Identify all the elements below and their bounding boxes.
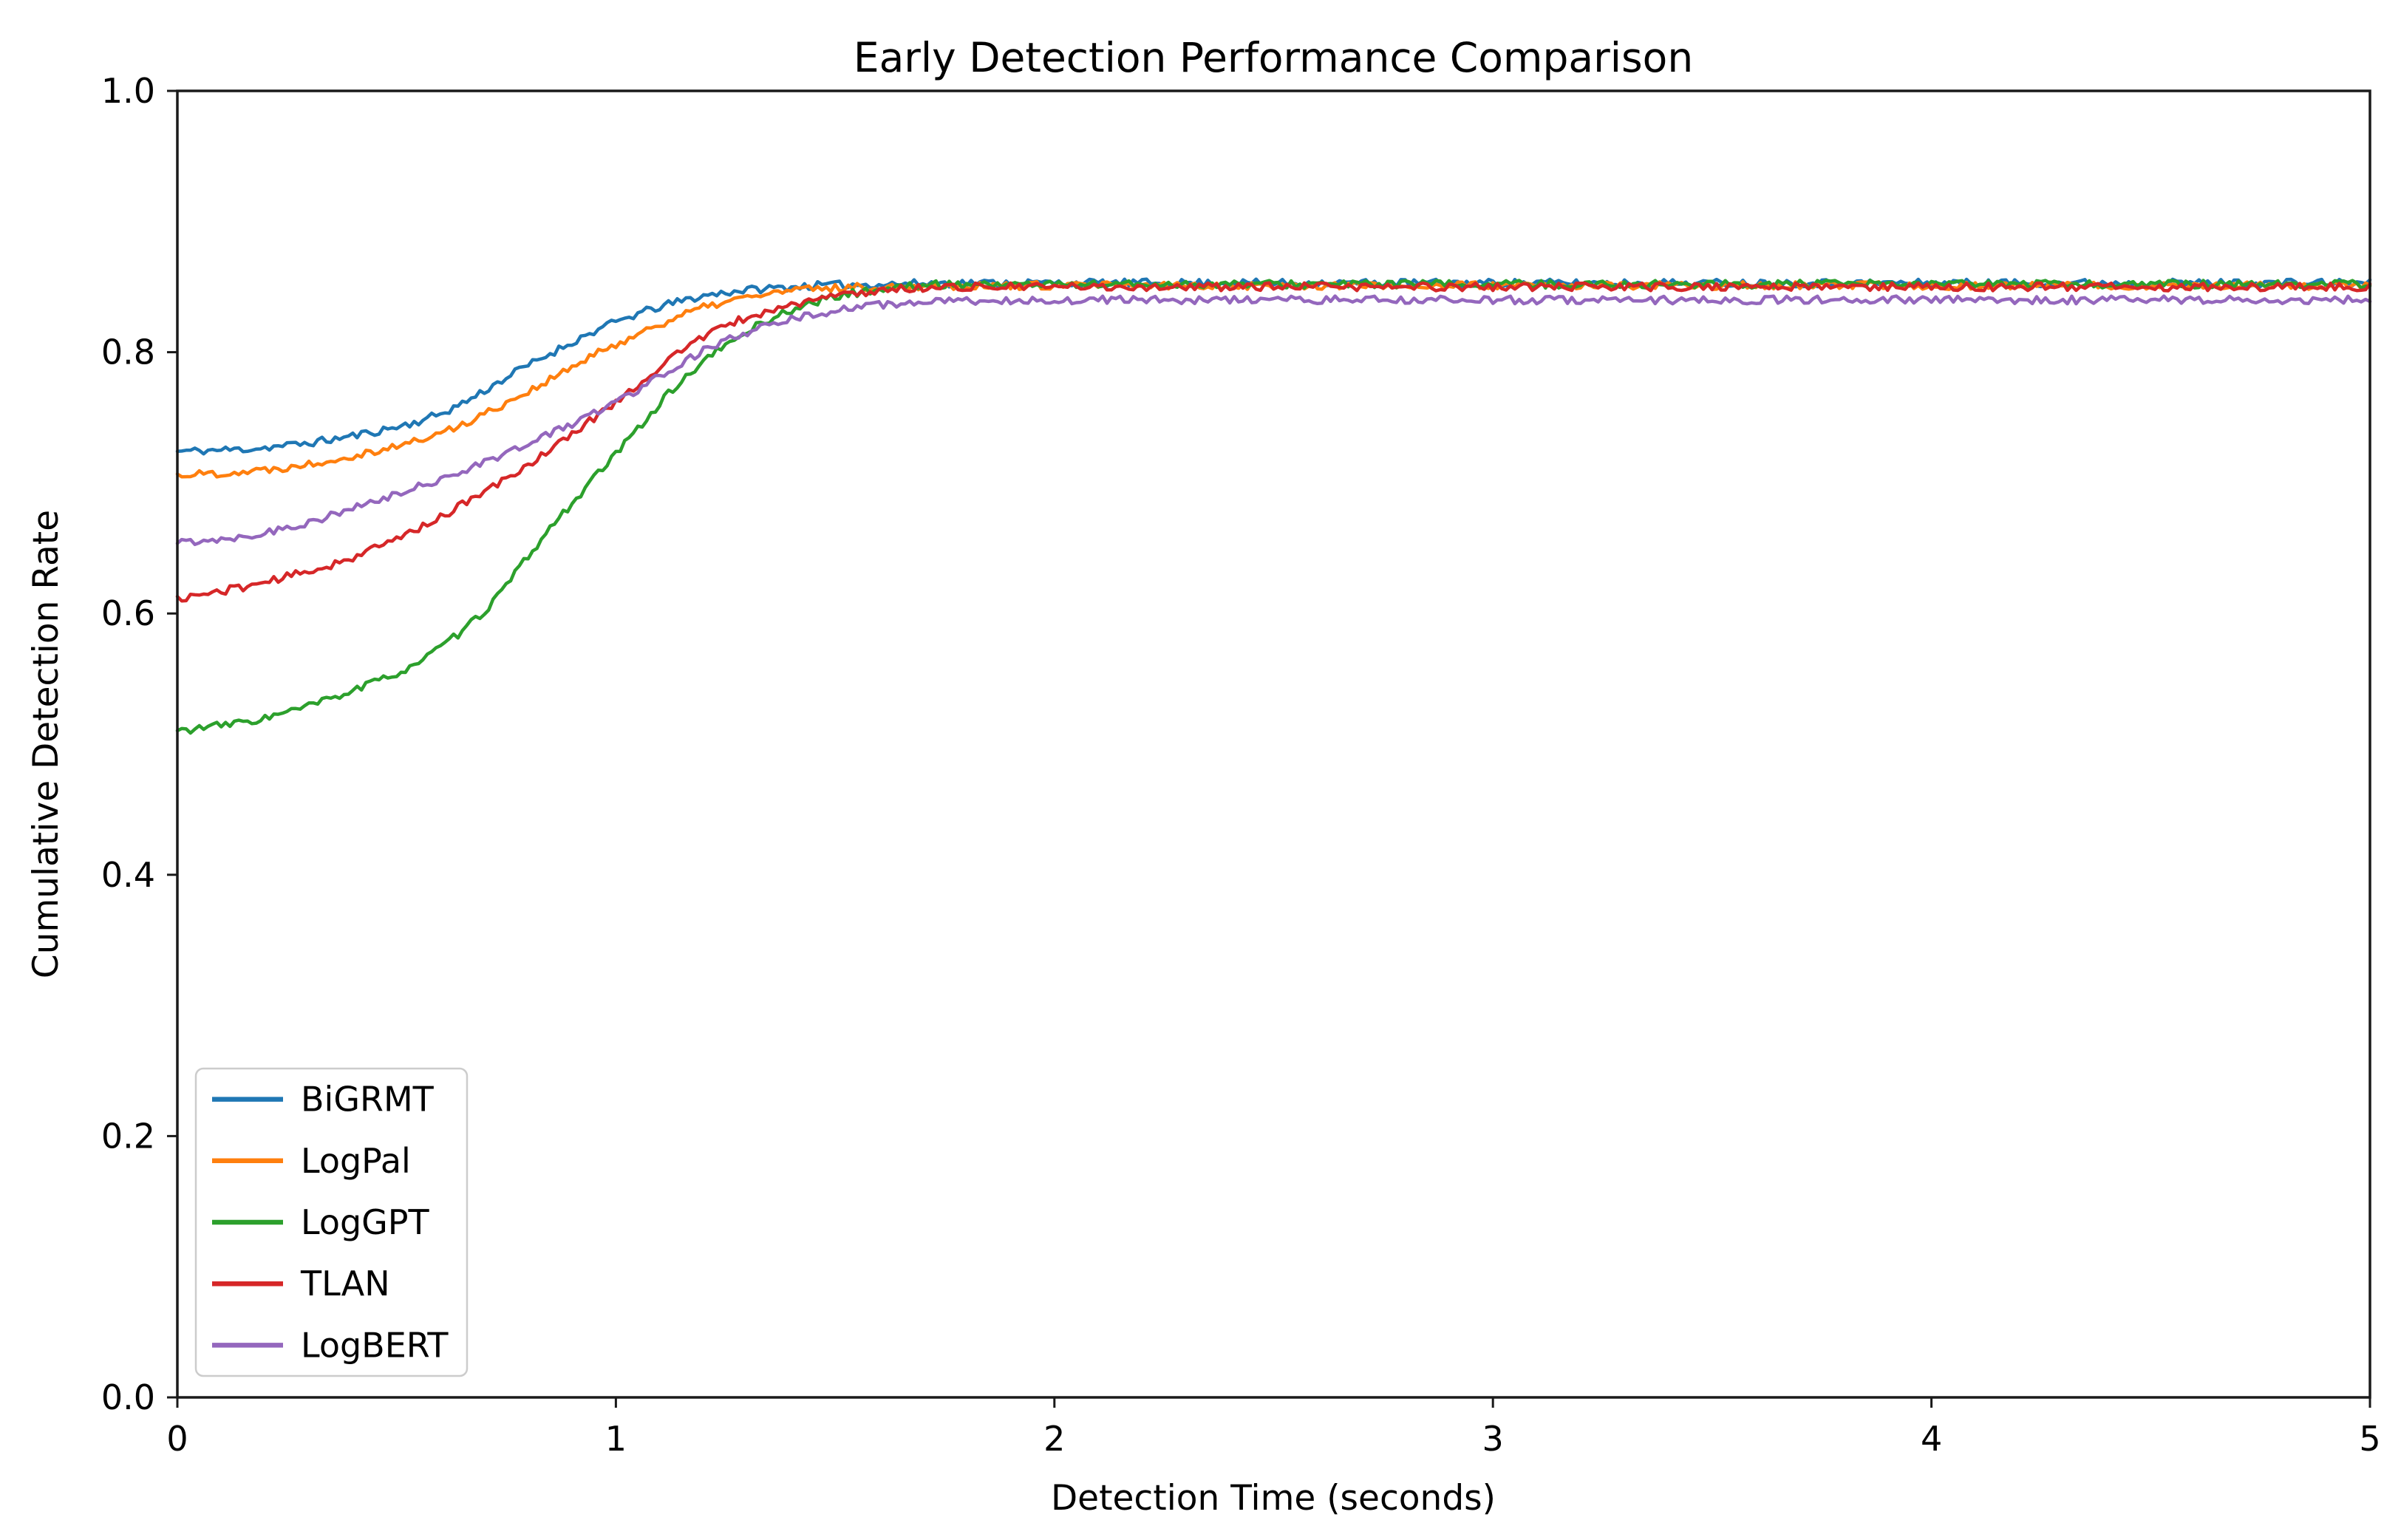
x-tick-label: 1	[605, 1419, 627, 1459]
legend-label-bigrmt: BiGRMT	[301, 1080, 435, 1120]
y-tick-label: 0.6	[101, 593, 155, 633]
x-tick-label: 2	[1043, 1419, 1065, 1459]
series-line-logbert	[175, 294, 2372, 547]
y-axis-label: Cumulative Detection Rate	[26, 510, 67, 978]
plot-border	[176, 89, 2371, 1399]
legend-label-tlan: TLAN	[300, 1264, 390, 1304]
legend-label-logbert: LogBERT	[301, 1325, 449, 1365]
legend: BiGRMT LogPal LogGPT TLAN LogBERT	[194, 1067, 469, 1377]
legend-label-loggpt: LogGPT	[301, 1202, 430, 1242]
x-axis-ticks: 0 1 2 3 4 5	[166, 1397, 2381, 1459]
y-tick-label: 0.8	[101, 333, 155, 372]
legend-frame	[194, 1067, 469, 1377]
y-tick-label: 1.0	[101, 71, 155, 111]
legend-label-logpal: LogPal	[301, 1141, 411, 1181]
x-tick-label: 3	[1482, 1419, 1504, 1459]
series-lines	[175, 277, 2372, 735]
series-line-bigrmt	[175, 277, 2372, 456]
x-axis-label: Detection Time (seconds)	[1051, 1478, 1496, 1519]
x-tick-label: 4	[1921, 1419, 1942, 1459]
y-tick-label: 0.0	[101, 1377, 155, 1417]
series-line-tlan	[175, 281, 2372, 603]
x-tick-label: 0	[166, 1419, 188, 1459]
chart-title: Early Detection Performance Comparison	[854, 34, 1693, 81]
x-tick-label: 5	[2359, 1419, 2380, 1459]
y-tick-label: 0.4	[101, 855, 155, 895]
y-axis-ticks: 0.0 0.2 0.4 0.6 0.8 1.0	[101, 71, 177, 1417]
y-tick-label: 0.2	[101, 1116, 155, 1156]
axes-spines	[176, 89, 2371, 1399]
